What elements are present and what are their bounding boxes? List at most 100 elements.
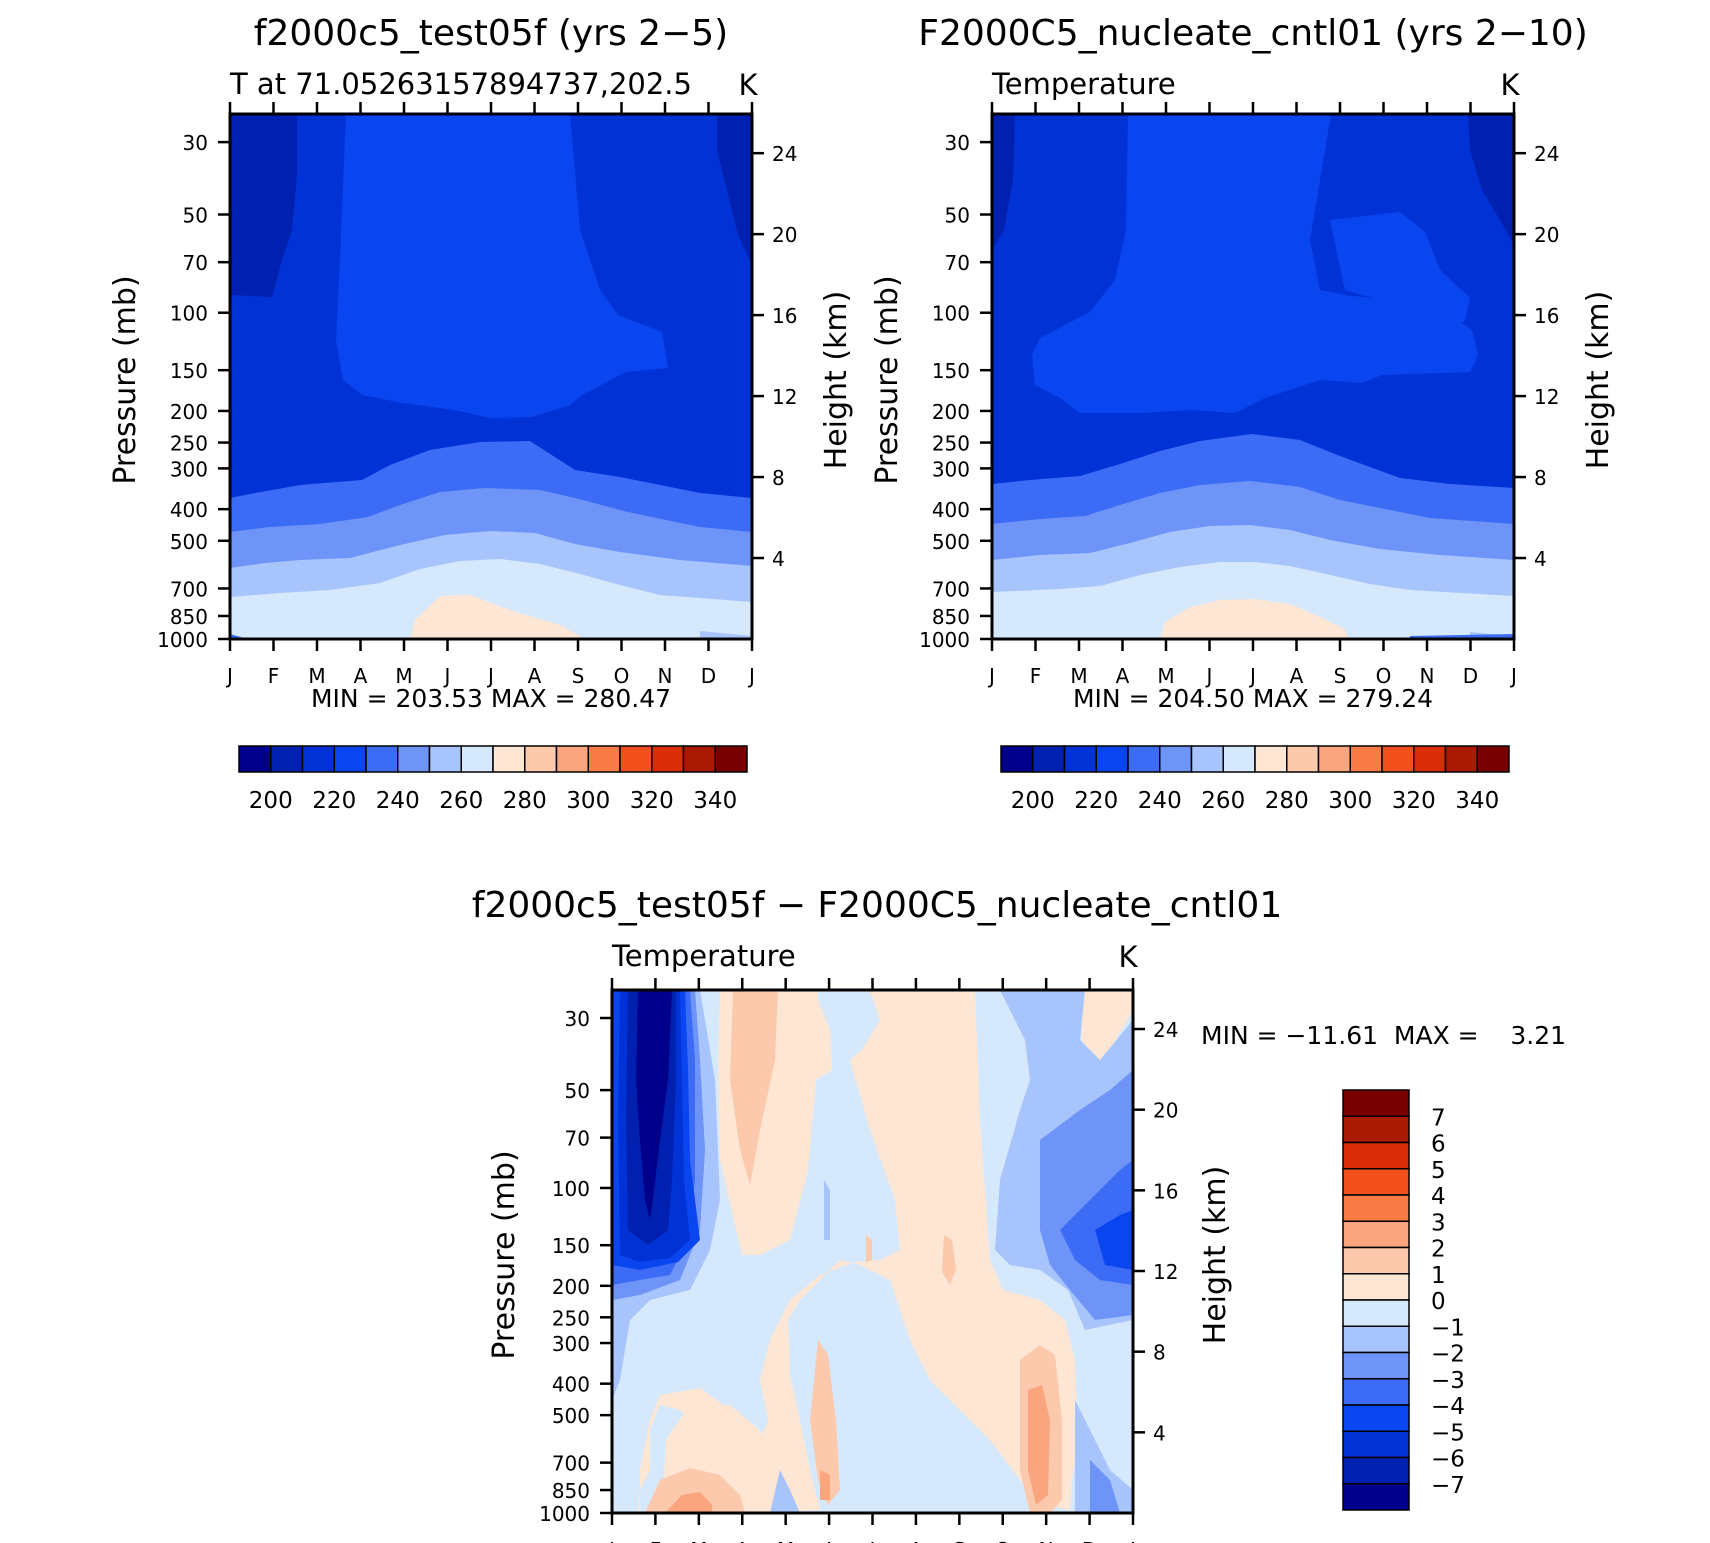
- colorbar-label: 220: [312, 788, 356, 814]
- height-tick-label: 4: [1153, 1421, 1166, 1445]
- panel-test-field: [230, 114, 752, 639]
- pressure-tick-label: 1000: [157, 628, 208, 652]
- colorbar-swatch: [428, 745, 462, 773]
- colorbar-swatch: [1317, 745, 1351, 773]
- colorbar-swatch: [1342, 1089, 1410, 1117]
- colorbar-swatch: [1342, 1351, 1410, 1380]
- pressure-tick-label: 150: [552, 1234, 590, 1258]
- month-tick-label: A: [909, 1538, 923, 1543]
- pressure-tick-label: 300: [932, 457, 970, 481]
- colorbar-label: 260: [1201, 788, 1245, 814]
- pressure-tick-label: 400: [932, 498, 970, 522]
- colorbar-label: −6: [1431, 1447, 1465, 1473]
- colorbar-label: 5: [1431, 1158, 1446, 1184]
- pressure-tick-label: 400: [170, 498, 208, 522]
- panel-test-ticks: J F M A M J J A S O N D J100085070050040030025020015…: [157, 102, 797, 688]
- month-tick-label: J: [486, 664, 494, 688]
- pressure-tick-label: 200: [552, 1275, 590, 1299]
- panel-control: F2000C5_nucleate_cntl01 (yrs 2−10) Tempe…: [870, 13, 1616, 814]
- height-tick-label: 24: [772, 142, 797, 166]
- colorbar-swatch: [619, 745, 653, 773]
- pressure-tick-label: 70: [565, 1127, 590, 1151]
- month-tick-label: S: [572, 664, 585, 688]
- colorbar-label: 2: [1431, 1237, 1446, 1263]
- month-tick-label: D: [1463, 664, 1478, 688]
- pressure-tick-label: 700: [932, 577, 970, 601]
- colorbar-swatch: [682, 745, 716, 773]
- colorbar-swatch: [1413, 745, 1447, 773]
- panel-difference-y2label: Height (km): [1198, 1166, 1233, 1345]
- colorbar-swatch: [1476, 745, 1510, 773]
- colorbar-label: 320: [1392, 788, 1436, 814]
- panel-difference-ylabel: Pressure (mb): [487, 1150, 522, 1359]
- colorbar-label: 200: [1011, 788, 1055, 814]
- month-tick-label: S: [1334, 664, 1347, 688]
- colorbar-label: 280: [1265, 788, 1309, 814]
- height-tick-label: 4: [1534, 547, 1547, 571]
- pressure-tick-label: 1000: [919, 628, 970, 652]
- colorbar-label: 4: [1431, 1184, 1446, 1210]
- colorbar-swatch: [651, 745, 685, 773]
- month-tick-label: J: [747, 664, 755, 688]
- month-tick-label: A: [1290, 664, 1304, 688]
- pressure-tick-label: 850: [170, 605, 208, 629]
- colorbar-label: −2: [1431, 1342, 1465, 1368]
- colorbar-swatch: [1254, 745, 1288, 773]
- colorbar-swatch: [1342, 1430, 1410, 1459]
- pressure-tick-label: 200: [932, 400, 970, 424]
- panel-difference-field: [612, 990, 1133, 1513]
- colorbar-swatch: [1342, 1404, 1410, 1432]
- month-tick-label: F: [1030, 664, 1042, 688]
- colorbar-swatch: [301, 745, 335, 773]
- panel-difference-subtitle: Temperature: [611, 939, 796, 973]
- pressure-tick-label: 100: [552, 1177, 590, 1201]
- month-tick-label: A: [354, 664, 368, 688]
- month-tick-label: J: [987, 664, 995, 688]
- panel-control-subtitle: Temperature: [991, 67, 1176, 101]
- month-tick-label: J: [1205, 664, 1213, 688]
- colorbar-swatch: [397, 745, 431, 773]
- panel-test-ylabel: Pressure (mb): [108, 275, 143, 484]
- month-tick-label: J: [1509, 664, 1517, 688]
- height-tick-label: 4: [772, 547, 785, 571]
- panel-difference-units: K: [1118, 940, 1138, 974]
- month-tick-label: N: [1039, 1538, 1054, 1543]
- colorbar-swatch: [238, 745, 272, 773]
- colorbar-swatch: [1342, 1378, 1410, 1406]
- month-tick-label: A: [735, 1538, 749, 1543]
- panel-control-title: F2000C5_nucleate_cntl01 (yrs 2−10): [918, 13, 1588, 54]
- height-tick-label: 20: [1153, 1099, 1178, 1123]
- pressure-tick-label: 700: [170, 577, 208, 601]
- height-tick-label: 24: [1534, 142, 1559, 166]
- colorbar-swatch: [1063, 745, 1097, 773]
- panel-test-units: K: [738, 68, 758, 102]
- month-tick-label: J: [607, 1538, 615, 1543]
- colorbar-label: −3: [1431, 1368, 1465, 1394]
- month-tick-label: F: [268, 664, 280, 688]
- month-tick-label: M: [690, 1538, 707, 1543]
- colorbar-swatch: [1286, 745, 1320, 773]
- height-tick-label: 12: [1153, 1260, 1178, 1284]
- panel-test-y2label: Height (km): [819, 291, 854, 470]
- colorbar-swatch: [1342, 1141, 1410, 1170]
- colorbar-label: 280: [503, 788, 547, 814]
- panel-control-minmax: MIN = 204.50 MAX = 279.24: [1073, 684, 1433, 713]
- colorbar-swatch: [1159, 745, 1193, 773]
- panel-test: f2000c5_test05f (yrs 2−5) T at 71.052631…: [108, 13, 854, 814]
- colorbar-swatch: [365, 745, 399, 773]
- month-tick-label: J: [1248, 664, 1256, 688]
- colorbar-swatch: [333, 745, 367, 773]
- pressure-tick-label: 70: [183, 251, 208, 275]
- pressure-tick-label: 30: [565, 1007, 590, 1031]
- pressure-tick-label: 850: [932, 605, 970, 629]
- month-tick-label: S: [953, 1538, 966, 1543]
- colorbar-label: 240: [1138, 788, 1182, 814]
- height-tick-label: 8: [1534, 466, 1547, 490]
- colorbar-label: 7: [1431, 1105, 1446, 1131]
- colorbar-swatch: [714, 745, 748, 773]
- colorbar-label: 260: [439, 788, 483, 814]
- colorbar-label: 200: [249, 788, 293, 814]
- height-tick-label: 12: [772, 385, 797, 409]
